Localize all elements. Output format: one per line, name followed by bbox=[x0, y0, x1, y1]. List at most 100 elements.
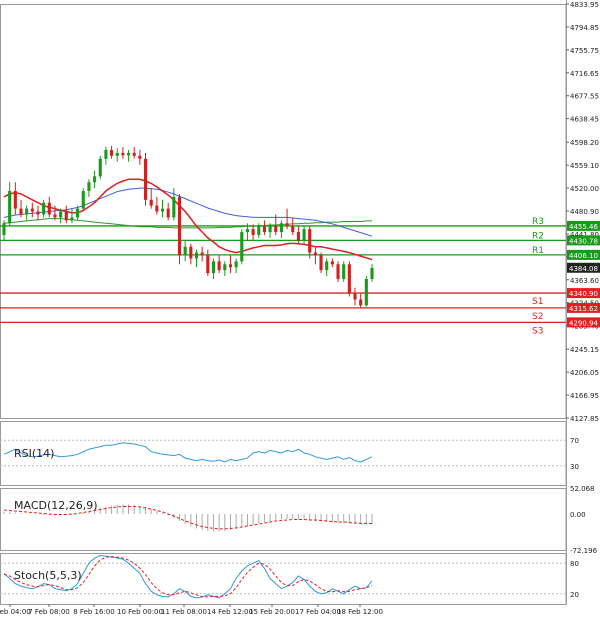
y-tick-label: 4127.85 bbox=[570, 415, 599, 423]
macd-tick-label: 0.00 bbox=[570, 511, 586, 519]
level-badge-label: 4340.90 bbox=[569, 290, 598, 298]
level-badge bbox=[567, 220, 600, 231]
rsi-line bbox=[3, 442, 373, 463]
last-price-label: 4384.08 bbox=[569, 265, 598, 273]
rsi-label: RSI(14) bbox=[14, 447, 54, 460]
candle-body bbox=[160, 208, 165, 212]
candle-body bbox=[189, 246, 193, 259]
candle-body bbox=[76, 208, 80, 218]
panel-border bbox=[0, 4, 567, 419]
level-name-s3: S3 bbox=[532, 326, 543, 336]
stoch-d-line bbox=[3, 556, 373, 598]
x-tick-label: 14 Feb 12:00 bbox=[207, 608, 253, 616]
x-tick-label: 7 Feb 08:00 bbox=[28, 608, 69, 616]
candle-body bbox=[47, 202, 51, 215]
candle-body bbox=[64, 211, 68, 221]
candle-body bbox=[325, 261, 329, 271]
candle-body bbox=[245, 229, 250, 233]
candle-body bbox=[296, 232, 300, 241]
candle-body bbox=[217, 261, 221, 271]
x-tick-label: 6 Feb 04:00 bbox=[0, 608, 31, 616]
macd-tick-label: -72.196 bbox=[570, 547, 598, 555]
candle-body bbox=[319, 255, 323, 271]
x-tick-label: 10 Feb 00:00 bbox=[117, 608, 163, 616]
level-badge-label: 4315.62 bbox=[569, 305, 598, 313]
last-price-badge bbox=[567, 262, 600, 273]
candle-body bbox=[206, 255, 210, 274]
candle-body bbox=[262, 226, 266, 233]
candle-body bbox=[121, 152, 125, 156]
candle-body bbox=[330, 261, 334, 265]
candle-body bbox=[93, 176, 97, 183]
candle-body bbox=[166, 208, 170, 218]
candle-body bbox=[183, 246, 187, 256]
macd-tick-label: 52.068 bbox=[570, 485, 595, 493]
candle-body bbox=[274, 226, 278, 233]
y-tick-label: 4166.95 bbox=[570, 392, 599, 400]
level-name-r1: R1 bbox=[532, 246, 544, 256]
x-tick-label: 11 Feb 08:00 bbox=[161, 608, 207, 616]
candle-body bbox=[104, 149, 108, 159]
stoch-k-line bbox=[3, 554, 373, 599]
rsi-tick-label: 30 bbox=[570, 463, 579, 471]
candle-body bbox=[98, 158, 102, 177]
x-tick-label: 8 Feb 16:00 bbox=[73, 608, 114, 616]
level-badge bbox=[567, 249, 600, 260]
y-tick-label: 4677.55 bbox=[570, 93, 599, 101]
x-tick-label: 17 Feb 04:00 bbox=[295, 608, 341, 616]
candle-body bbox=[70, 217, 74, 221]
y-tick-label: 4520.00 bbox=[570, 185, 599, 193]
macd-panel: 52.068 0.00 -72.196 MACD(12,26,9) bbox=[0, 485, 598, 555]
candle-body bbox=[370, 267, 374, 279]
level-badge-label: 4290.94 bbox=[569, 319, 598, 327]
candle-body bbox=[110, 149, 114, 156]
candle-body bbox=[81, 191, 85, 209]
candle-body bbox=[308, 229, 312, 253]
candle-body bbox=[19, 208, 23, 215]
level-badge bbox=[567, 288, 600, 299]
candle-body bbox=[138, 155, 142, 159]
candle-body bbox=[359, 299, 363, 306]
panel-border bbox=[0, 553, 567, 605]
candle-body bbox=[364, 278, 368, 306]
candle-body bbox=[251, 229, 255, 235]
candle-body bbox=[302, 229, 306, 241]
candle-body bbox=[8, 191, 12, 224]
x-tick-label: 18 Feb 12:00 bbox=[337, 608, 383, 616]
candle-body bbox=[13, 191, 17, 209]
ma-blue-line bbox=[3, 187, 373, 237]
candle-body bbox=[234, 261, 238, 268]
rsi-tick-label: 70 bbox=[570, 437, 579, 445]
level-name-r3: R3 bbox=[532, 217, 544, 227]
candle-body bbox=[285, 223, 289, 227]
stoch-label: Stoch(5,5,3) bbox=[14, 569, 82, 582]
candle-body bbox=[240, 232, 244, 262]
candle-body bbox=[211, 261, 216, 274]
candle-body bbox=[172, 196, 176, 218]
right-price-axis: 4833.95 4794.85 4755.75 4716.65 4677.55 4638.… bbox=[566, 0, 600, 604]
x-tick-label: 15 Feb 20:00 bbox=[249, 608, 295, 616]
panel-border bbox=[0, 421, 567, 486]
candle-body bbox=[126, 152, 131, 156]
level-badge-label: 4430.78 bbox=[569, 237, 598, 245]
macd-label: MACD(12,26,9) bbox=[14, 499, 98, 512]
level-name-s1: S1 bbox=[532, 297, 543, 307]
candle-body bbox=[223, 264, 227, 271]
candle-body bbox=[200, 252, 204, 256]
stoch-panel: 80 20 Stoch(5,5,3) bbox=[0, 553, 579, 605]
candle-body bbox=[268, 226, 272, 233]
candle-body bbox=[353, 293, 357, 300]
candle-body bbox=[228, 264, 233, 268]
y-tick-label: 4755.75 bbox=[570, 47, 599, 55]
stoch-tick-label: 20 bbox=[570, 591, 579, 599]
candle-body bbox=[36, 211, 40, 215]
y-tick-label: 4480.90 bbox=[570, 208, 599, 216]
candle-body bbox=[30, 208, 34, 212]
candle-body bbox=[25, 208, 29, 215]
y-tick-label: 4206.05 bbox=[570, 369, 599, 377]
ma-red-line bbox=[3, 178, 373, 261]
y-tick-label: 4833.95 bbox=[570, 1, 599, 9]
candle-body bbox=[53, 214, 57, 218]
level-badge bbox=[567, 317, 600, 328]
candle-body bbox=[347, 264, 351, 294]
